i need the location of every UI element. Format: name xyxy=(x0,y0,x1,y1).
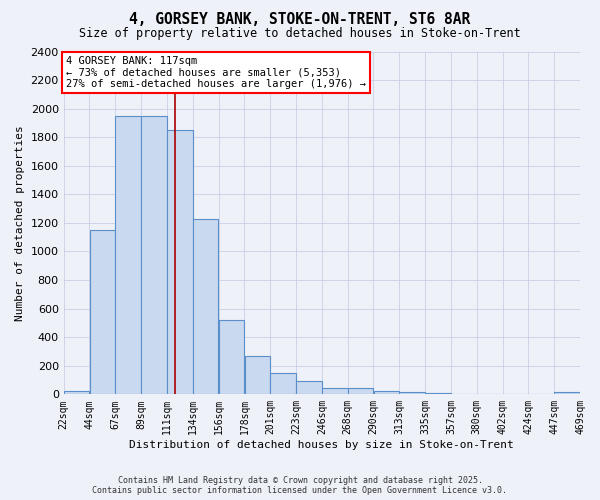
Bar xyxy=(296,382,322,394)
Bar xyxy=(89,230,115,394)
Bar xyxy=(141,116,167,394)
Bar xyxy=(322,388,347,394)
Bar xyxy=(115,116,141,394)
Bar xyxy=(245,356,270,395)
Text: 4 GORSEY BANK: 117sqm
← 73% of detached houses are smaller (5,353)
27% of semi-d: 4 GORSEY BANK: 117sqm ← 73% of detached … xyxy=(66,56,366,89)
Bar xyxy=(374,392,399,394)
Bar xyxy=(554,392,580,394)
Bar xyxy=(348,388,373,394)
Bar xyxy=(425,393,451,394)
Bar xyxy=(64,391,89,394)
Text: 4, GORSEY BANK, STOKE-ON-TRENT, ST6 8AR: 4, GORSEY BANK, STOKE-ON-TRENT, ST6 8AR xyxy=(130,12,470,28)
X-axis label: Distribution of detached houses by size in Stoke-on-Trent: Distribution of detached houses by size … xyxy=(130,440,514,450)
Y-axis label: Number of detached properties: Number of detached properties xyxy=(15,125,25,321)
Text: Contains HM Land Registry data © Crown copyright and database right 2025.
Contai: Contains HM Land Registry data © Crown c… xyxy=(92,476,508,495)
Text: Size of property relative to detached houses in Stoke-on-Trent: Size of property relative to detached ho… xyxy=(79,28,521,40)
Bar xyxy=(193,218,218,394)
Bar xyxy=(167,130,193,394)
Bar xyxy=(218,320,244,394)
Bar xyxy=(271,373,296,394)
Bar xyxy=(400,392,425,394)
